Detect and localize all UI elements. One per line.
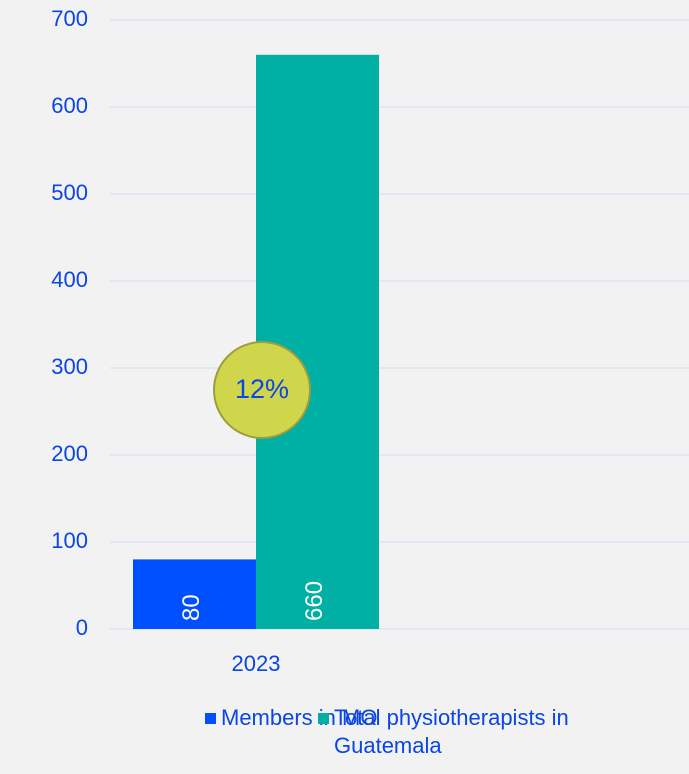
bar bbox=[256, 54, 379, 630]
y-tick-label: 0 bbox=[76, 615, 88, 640]
y-tick-label: 600 bbox=[51, 93, 88, 118]
legend-swatch bbox=[205, 713, 216, 724]
y-tick-label: 200 bbox=[51, 441, 88, 466]
legend-swatch bbox=[318, 713, 329, 724]
y-tick-label: 700 bbox=[51, 6, 88, 31]
annotation: 12% bbox=[235, 374, 289, 404]
bar bbox=[133, 559, 256, 629]
legend: Members in MO Total physiotherapists in G… bbox=[205, 704, 689, 758]
data-label: 80 bbox=[178, 594, 205, 621]
legend-item: Members in MO bbox=[205, 704, 385, 732]
y-tick-label: 500 bbox=[51, 180, 88, 205]
y-tick-label: 300 bbox=[51, 354, 88, 379]
legend-item: Total physiotherapists in Guatemala bbox=[318, 704, 668, 760]
legend-label: Total physiotherapists in Guatemala bbox=[334, 705, 569, 758]
annotation-circle bbox=[213, 341, 311, 439]
y-tick-label: 400 bbox=[51, 267, 88, 292]
y-tick-label: 100 bbox=[51, 528, 88, 553]
data-label: 660 bbox=[301, 581, 328, 621]
x-tick-label: 2023 bbox=[232, 651, 281, 676]
legend-label: Members in MO bbox=[221, 705, 378, 730]
